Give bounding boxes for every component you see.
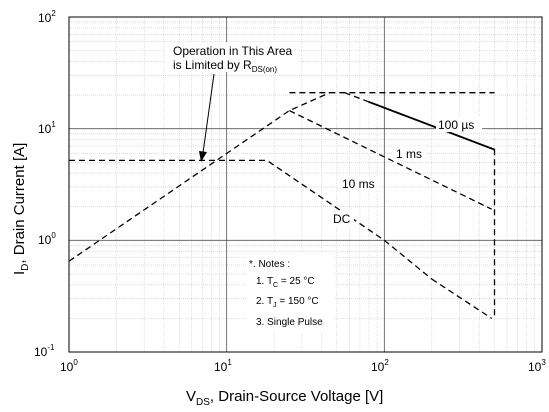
label-1ms: 1 ms (396, 147, 422, 161)
series-line-1-ms (289, 110, 492, 210)
label-10ms: 10 ms (342, 177, 375, 191)
label-dc-bg (330, 211, 354, 226)
y-axis-title: ID, Drain Current [A] (11, 143, 31, 275)
series-line-dc (431, 278, 493, 319)
label-100us-bg (436, 117, 482, 132)
rdson-annotation-bg (165, 42, 298, 72)
x-tick-1000: 103 (528, 358, 546, 374)
note-2: 2. TJ = 150 °C (256, 296, 319, 309)
x-axis-title: VDS, Drain-Source Voltage [V] (186, 388, 383, 408)
notes-title: *. Notes : (249, 259, 290, 270)
series-emphasis-100us (368, 100, 495, 151)
rdson-annotation-line1: Operation in This Area (173, 44, 293, 58)
rdson-arrow-head (199, 151, 207, 162)
label-100us: 100 µs (438, 118, 474, 132)
rdson-annotation-line2: is Limited by RDS(on) (173, 58, 277, 74)
series-line-10-ms (69, 159, 433, 280)
label-1ms-bg (393, 146, 426, 161)
notes-box (246, 253, 334, 333)
y-tick-10: 101 (38, 120, 56, 136)
y-tick-100: 102 (38, 9, 56, 25)
x-tick-10: 101 (214, 358, 232, 374)
x-tick-1: 100 (60, 358, 78, 374)
x-tick-labels: 100 101 102 103 (60, 358, 546, 374)
y-tick-labels: 102 101 100 10-1 (34, 9, 56, 359)
y-tick-1: 100 (38, 231, 56, 247)
rdson-arrow-shaft (202, 73, 215, 154)
plot-frame (68, 16, 543, 353)
x-tick-100: 102 (371, 358, 389, 374)
note-3: 3. Single Pulse (256, 317, 323, 328)
note-1: 1. TC = 25 °C (256, 276, 315, 289)
soa-curves (68, 92, 496, 319)
y-tick-0.1: 10-1 (34, 343, 55, 359)
label-dc: DC (333, 212, 351, 226)
label-10ms-bg (339, 176, 379, 191)
